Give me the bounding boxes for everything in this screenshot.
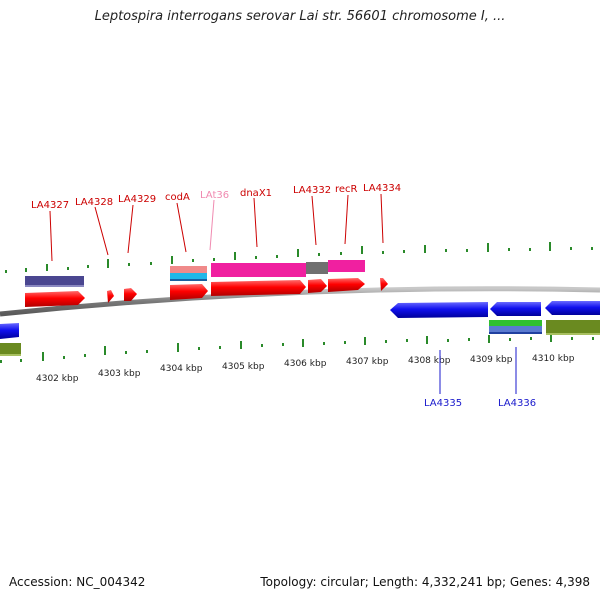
gene-arrow-LA4334: [380, 278, 388, 291]
ruler-label: 4304 kbp: [160, 364, 203, 374]
category-bar-magenta-2: [328, 260, 365, 272]
gene-label-LA4334: LA4334: [363, 183, 401, 194]
ruler-label: 4302 kbp: [36, 374, 79, 384]
gene-label-LA4336: LA4336: [498, 398, 536, 409]
gene-label-LA4328: LA4328: [75, 197, 113, 208]
reverse-genes: [0, 301, 600, 339]
outer-tick-row: [5, 242, 593, 273]
category-bar-green: [489, 320, 542, 326]
genome-stats-text: Topology: circular; Length: 4,332,241 bp…: [260, 575, 590, 589]
gene-label-LAt36: LAt36: [200, 190, 229, 201]
gene-label-LA4329: LA4329: [118, 194, 156, 205]
gene-arrow-right-edge: [545, 301, 600, 315]
ruler-label: 4309 kbp: [470, 355, 513, 365]
gene-labels-bottom: LA4335 LA4336: [424, 398, 536, 409]
ruler-label: 4305 kbp: [222, 362, 265, 372]
accession-text: Accession: NC_004342: [9, 575, 146, 589]
category-bar-cyan: [170, 273, 207, 279]
category-bar-blue-light: [489, 326, 542, 332]
category-bar-olive-2: [546, 320, 600, 333]
ruler-label: 4310 kbp: [532, 354, 575, 364]
map-title: Leptospira interrogans serovar Lai str. …: [94, 9, 506, 24]
gene-label-dnaX1: dnaX1: [240, 188, 272, 199]
reverse-category-bars: [0, 320, 600, 356]
gene-arrow-LA4336: [490, 302, 541, 316]
gene-label-LA4335: LA4335: [424, 398, 462, 409]
gene-labels-top: LA4327 LA4328 LA4329 codA LAt36 dnaX1 LA…: [31, 183, 401, 211]
gene-arrow-LA4327: [25, 291, 85, 307]
gene-label-LA4327: LA4327: [31, 200, 69, 211]
gene-label-recR: recR: [335, 184, 358, 195]
forward-genes: [25, 278, 388, 307]
gene-arrow-LA4332: [308, 279, 327, 293]
gene-arrow-codA: [170, 284, 208, 300]
category-bar-salmon: [170, 266, 207, 273]
gene-arrow-recR: [328, 278, 365, 292]
ruler-label: 4308 kbp: [408, 356, 451, 366]
inner-tick-row: [0, 334, 594, 363]
label-leader-lines: [49, 193, 517, 394]
category-bar-olive: [0, 343, 21, 354]
gene-arrow-dnaX1: [211, 280, 306, 296]
gene-arrow-left-edge: [0, 323, 19, 339]
gene-arrow-LA4329: [124, 288, 137, 301]
gene-label-LA4332: LA4332: [293, 185, 331, 196]
ruler-labels: 4302 kbp 4303 kbp 4304 kbp 4305 kbp 4306…: [36, 354, 575, 384]
gene-label-codA: codA: [165, 192, 190, 203]
ruler-label: 4306 kbp: [284, 359, 327, 369]
category-bar-magenta: [211, 263, 306, 277]
ruler-label: 4307 kbp: [346, 357, 389, 367]
gene-arrow-LA4328: [107, 290, 114, 303]
ruler-label: 4303 kbp: [98, 369, 141, 379]
gene-arrow-LA4335: [390, 302, 488, 318]
forward-category-bars: [25, 260, 365, 287]
category-bar-purple: [25, 276, 84, 285]
category-bar-gray: [306, 262, 328, 274]
